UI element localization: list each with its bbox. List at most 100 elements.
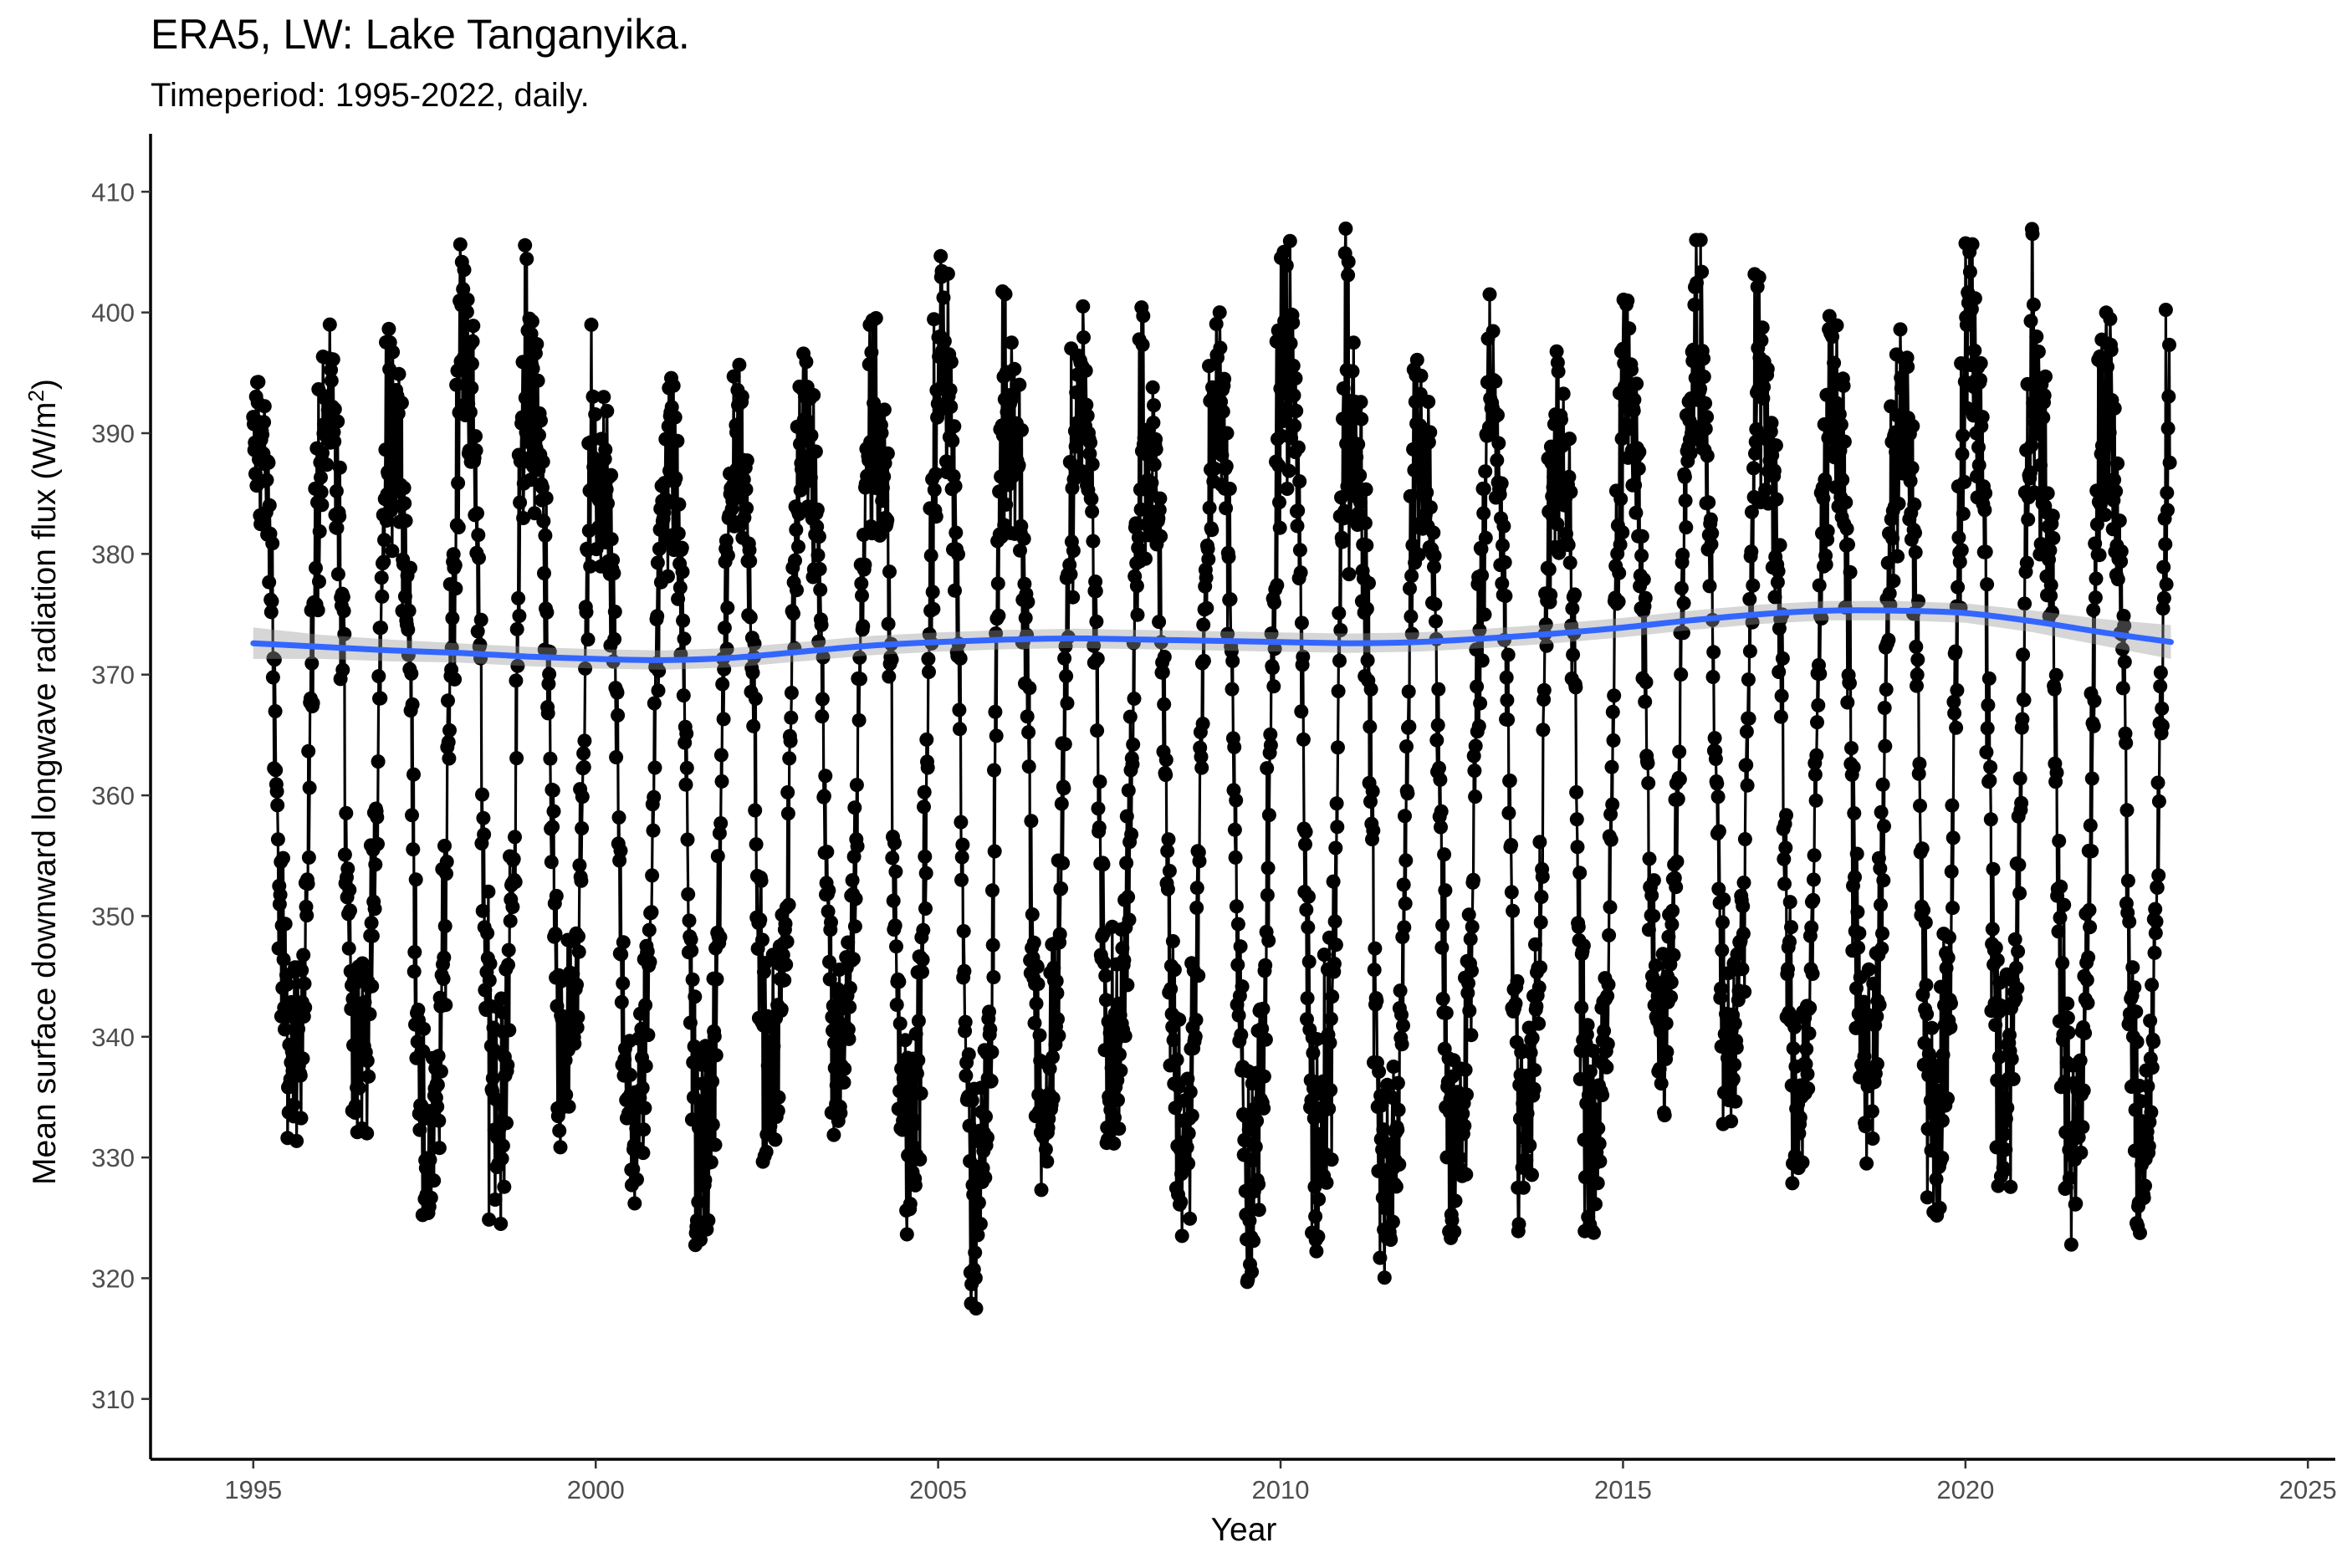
data-point (710, 849, 725, 864)
data-point (958, 1014, 973, 1029)
data-point (460, 292, 475, 307)
data-point (1634, 549, 1649, 563)
data-point (2155, 601, 2170, 616)
data-point (470, 506, 484, 521)
y-tick-label: 320 (91, 1264, 135, 1293)
data-point (2104, 343, 2119, 358)
data-point (2033, 457, 2048, 472)
data-point (677, 631, 692, 646)
x-tick-label: 2000 (567, 1475, 625, 1504)
data-point (1386, 1060, 1401, 1074)
data-point (332, 460, 347, 475)
data-point (1458, 1062, 1473, 1077)
data-point (571, 929, 585, 944)
data-point (1153, 529, 1168, 544)
data-point (1005, 387, 1020, 402)
data-point (1511, 1217, 1526, 1232)
data-point (516, 511, 531, 525)
data-point (1912, 756, 1927, 771)
data-point (985, 883, 1000, 898)
data-point (1363, 719, 1378, 734)
data-point (1020, 595, 1035, 610)
data-point (1864, 1104, 1879, 1119)
data-point (1520, 1106, 1535, 1121)
data-point (1811, 697, 1826, 712)
data-point (990, 576, 1005, 591)
data-point (576, 759, 591, 774)
data-point (1574, 1000, 1589, 1015)
data-point (598, 442, 613, 457)
data-point (271, 941, 286, 956)
data-point (1605, 797, 1620, 812)
data-point (442, 723, 457, 738)
data-point (837, 1061, 852, 1076)
data-point (889, 939, 903, 954)
data-point (1979, 745, 1994, 759)
data-point (2162, 455, 2177, 470)
data-point (2057, 897, 2072, 912)
data-point (638, 1059, 653, 1074)
data-point (453, 237, 468, 252)
data-point (542, 667, 557, 682)
data-point (847, 800, 862, 815)
data-point (1547, 469, 1562, 484)
data-point (1542, 562, 1557, 577)
data-point (1818, 472, 1833, 487)
data-point (1447, 1224, 1462, 1239)
data-point (501, 958, 515, 973)
data-point (1459, 1167, 1474, 1182)
data-point (754, 873, 769, 888)
data-point (1194, 760, 1209, 775)
data-point (545, 783, 560, 798)
y-tick-label: 350 (91, 901, 135, 931)
data-point (397, 589, 412, 604)
data-point (377, 533, 391, 548)
data-point (1871, 850, 1886, 866)
data-point (1587, 1106, 1602, 1121)
data-point (1695, 264, 1710, 279)
data-point (1332, 653, 1347, 668)
data-point (1195, 717, 1210, 731)
data-point (1258, 958, 1273, 973)
data-point (481, 884, 496, 899)
data-point (1569, 784, 1584, 799)
data-point (1034, 1182, 1049, 1198)
data-point (340, 861, 355, 876)
y-axis-title: Mean surface downward longwave radiation… (23, 379, 63, 1185)
data-point (1664, 917, 1680, 932)
data-point (388, 450, 403, 465)
data-point (1812, 578, 1827, 593)
data-point (1352, 495, 1368, 510)
data-point (658, 432, 673, 447)
data-point (1708, 752, 1723, 766)
data-point (1810, 715, 1824, 730)
data-point (1030, 959, 1045, 974)
data-point (845, 873, 860, 888)
data-point (732, 357, 747, 372)
data-point (1393, 983, 1408, 999)
data-point (1056, 781, 1071, 796)
data-point (943, 399, 959, 414)
data-point (1536, 682, 1552, 697)
data-point (1876, 873, 1891, 888)
data-point (1516, 1180, 1531, 1195)
data-point (889, 998, 904, 1012)
data-point (439, 855, 454, 869)
data-point (1378, 1201, 1393, 1216)
data-point (1306, 1045, 1321, 1060)
y-tick-label: 370 (91, 661, 135, 690)
data-point (1992, 1050, 2007, 1065)
data-point (1982, 773, 1997, 788)
data-point (1910, 667, 1925, 682)
x-tick-label: 2005 (909, 1475, 967, 1504)
data-point (2038, 369, 2053, 384)
data-point (1655, 947, 1670, 962)
data-point (1490, 452, 1505, 467)
data-point (884, 652, 899, 667)
data-point (1802, 1000, 1818, 1015)
data-point (437, 950, 452, 965)
data-point (705, 1074, 720, 1089)
data-point (961, 1047, 976, 1062)
data-point (1158, 753, 1173, 768)
data-point (647, 789, 662, 804)
